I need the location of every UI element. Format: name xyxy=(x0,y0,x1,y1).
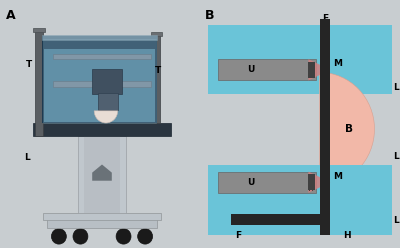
FancyBboxPatch shape xyxy=(42,35,157,40)
FancyBboxPatch shape xyxy=(98,93,118,110)
FancyBboxPatch shape xyxy=(34,124,171,136)
Text: H: H xyxy=(343,231,351,240)
Text: L: L xyxy=(393,83,399,92)
Text: A: A xyxy=(6,9,16,22)
FancyBboxPatch shape xyxy=(208,164,392,235)
Polygon shape xyxy=(308,172,330,193)
Text: B: B xyxy=(345,124,353,134)
FancyBboxPatch shape xyxy=(42,36,157,124)
FancyBboxPatch shape xyxy=(153,34,160,124)
FancyBboxPatch shape xyxy=(44,49,155,122)
Polygon shape xyxy=(308,59,330,80)
FancyBboxPatch shape xyxy=(47,219,157,228)
Text: U: U xyxy=(247,178,255,187)
FancyBboxPatch shape xyxy=(43,39,156,123)
Wedge shape xyxy=(94,111,118,123)
FancyBboxPatch shape xyxy=(218,172,316,193)
Text: T: T xyxy=(155,66,161,75)
Text: L: L xyxy=(393,216,399,225)
Text: M: M xyxy=(333,172,342,181)
FancyBboxPatch shape xyxy=(43,213,161,219)
FancyBboxPatch shape xyxy=(320,154,330,235)
Wedge shape xyxy=(320,72,374,186)
Text: F: F xyxy=(235,231,242,240)
FancyBboxPatch shape xyxy=(151,32,162,36)
FancyBboxPatch shape xyxy=(53,81,151,87)
FancyBboxPatch shape xyxy=(308,62,315,78)
Text: A: A xyxy=(310,74,314,79)
FancyBboxPatch shape xyxy=(320,19,330,94)
Text: U: U xyxy=(247,65,255,74)
Text: L: L xyxy=(24,154,30,162)
FancyBboxPatch shape xyxy=(84,136,120,213)
FancyBboxPatch shape xyxy=(35,30,43,136)
FancyBboxPatch shape xyxy=(92,69,122,94)
Circle shape xyxy=(116,229,131,244)
FancyBboxPatch shape xyxy=(53,54,151,59)
FancyBboxPatch shape xyxy=(78,136,126,213)
Text: B: B xyxy=(205,9,214,22)
Text: M: M xyxy=(333,59,342,68)
FancyBboxPatch shape xyxy=(231,214,324,225)
Text: F: F xyxy=(322,14,328,23)
FancyBboxPatch shape xyxy=(34,28,45,32)
FancyBboxPatch shape xyxy=(218,59,316,80)
FancyBboxPatch shape xyxy=(308,174,315,190)
Text: L: L xyxy=(393,153,399,161)
Text: T: T xyxy=(26,60,32,69)
Circle shape xyxy=(138,229,152,244)
Polygon shape xyxy=(92,164,112,181)
FancyBboxPatch shape xyxy=(208,25,392,94)
Text: A: A xyxy=(310,187,314,192)
FancyBboxPatch shape xyxy=(320,94,330,164)
Circle shape xyxy=(52,229,66,244)
Circle shape xyxy=(73,229,88,244)
